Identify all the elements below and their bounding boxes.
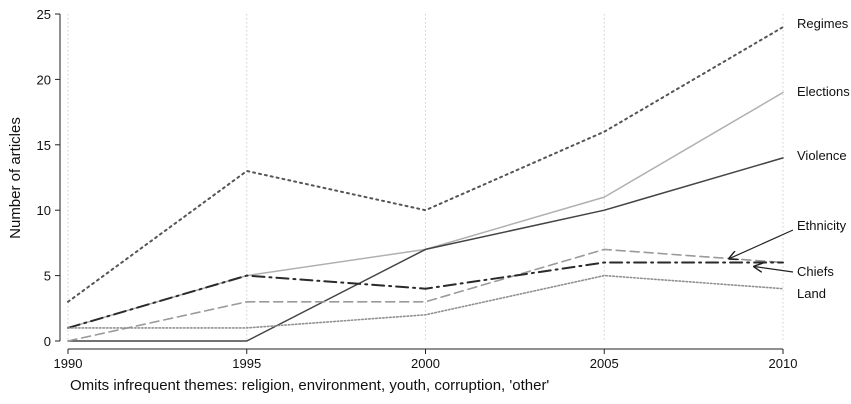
series-label-regimes: Regimes <box>797 16 849 31</box>
y-tick-label: 0 <box>44 334 51 349</box>
series-line-ethnicity <box>67 248 784 342</box>
x-tick-label: 2000 <box>411 356 440 371</box>
y-tick-label: 5 <box>44 269 51 284</box>
y-tick-label: 25 <box>37 7 51 22</box>
chiefs-arrow <box>754 267 794 273</box>
series-label-violence: Violence <box>797 148 847 163</box>
x-tick-label: 1990 <box>54 356 83 371</box>
series-label-ethnicity: Ethnicity <box>797 218 847 233</box>
series-line-regimes <box>67 26 784 303</box>
x-tick-label: 2010 <box>769 356 798 371</box>
x-tick-label: 2005 <box>590 356 619 371</box>
series-line-land <box>67 274 784 329</box>
y-tick-label: 10 <box>37 203 51 218</box>
x-tick-label: 1995 <box>232 356 261 371</box>
series-line-violence <box>67 157 784 342</box>
series-line-chiefs <box>67 261 784 329</box>
ticks: 0 5 10 15 20 25 1990 1995 2000 2005 2010 <box>37 7 798 371</box>
grid <box>67 14 784 341</box>
series-label-land: Land <box>797 286 826 301</box>
y-tick-label: 15 <box>37 138 51 153</box>
series <box>67 26 784 342</box>
ethnicity-arrow <box>729 229 794 259</box>
y-tick-label: 20 <box>37 72 51 87</box>
chart-note: Omits infrequent themes: religion, envir… <box>70 377 549 394</box>
series-labels: Regimes Elections Violence Ethnicity Chiefs L… <box>729 16 850 301</box>
y-axis-label: Number of articles <box>7 117 24 239</box>
series-label-chiefs: Chiefs <box>797 264 834 279</box>
series-label-elections: Elections <box>797 84 850 99</box>
